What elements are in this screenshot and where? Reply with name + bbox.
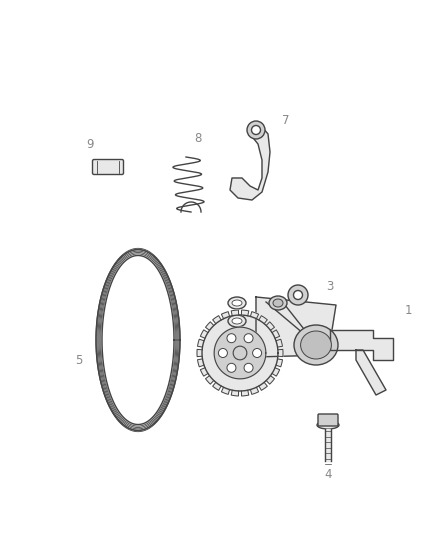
- Polygon shape: [231, 390, 239, 396]
- Circle shape: [247, 121, 265, 139]
- Circle shape: [293, 290, 303, 300]
- Text: 9: 9: [86, 139, 94, 151]
- Circle shape: [227, 364, 236, 373]
- Polygon shape: [200, 368, 208, 376]
- Polygon shape: [198, 359, 204, 367]
- Polygon shape: [356, 350, 386, 395]
- Text: 3: 3: [326, 280, 334, 294]
- Circle shape: [251, 125, 261, 134]
- Polygon shape: [200, 330, 208, 338]
- Ellipse shape: [300, 331, 332, 359]
- Polygon shape: [276, 359, 283, 367]
- Ellipse shape: [273, 299, 283, 307]
- Polygon shape: [202, 315, 278, 391]
- FancyBboxPatch shape: [92, 159, 124, 174]
- Polygon shape: [96, 249, 180, 431]
- Polygon shape: [256, 297, 336, 357]
- Text: 8: 8: [194, 133, 201, 146]
- Polygon shape: [102, 255, 174, 424]
- Text: 4: 4: [324, 469, 332, 481]
- Ellipse shape: [294, 325, 338, 365]
- Text: 7: 7: [282, 114, 290, 126]
- Polygon shape: [325, 429, 331, 461]
- Polygon shape: [222, 387, 230, 394]
- Circle shape: [244, 334, 253, 343]
- FancyBboxPatch shape: [318, 414, 338, 426]
- Polygon shape: [222, 312, 230, 319]
- Polygon shape: [330, 330, 393, 360]
- Polygon shape: [241, 390, 249, 396]
- Ellipse shape: [317, 421, 339, 429]
- Text: 1: 1: [404, 303, 412, 317]
- Polygon shape: [272, 330, 279, 338]
- Text: 6: 6: [261, 304, 269, 318]
- Polygon shape: [213, 316, 221, 324]
- Ellipse shape: [228, 297, 246, 309]
- Polygon shape: [231, 310, 239, 316]
- Circle shape: [219, 349, 227, 358]
- Polygon shape: [214, 327, 266, 379]
- Ellipse shape: [232, 300, 242, 306]
- Polygon shape: [251, 387, 258, 394]
- Ellipse shape: [228, 315, 246, 327]
- Polygon shape: [278, 349, 283, 357]
- Polygon shape: [259, 316, 267, 324]
- Polygon shape: [213, 382, 221, 390]
- Polygon shape: [205, 322, 214, 330]
- Circle shape: [227, 334, 236, 343]
- Polygon shape: [251, 312, 258, 319]
- Polygon shape: [276, 339, 283, 347]
- Polygon shape: [272, 368, 279, 376]
- Polygon shape: [198, 339, 204, 347]
- Polygon shape: [259, 382, 267, 390]
- Ellipse shape: [232, 318, 242, 324]
- Polygon shape: [241, 310, 249, 316]
- Polygon shape: [266, 376, 275, 384]
- Polygon shape: [266, 322, 275, 330]
- Ellipse shape: [269, 296, 287, 310]
- Circle shape: [233, 346, 247, 360]
- Polygon shape: [230, 122, 270, 200]
- Text: 5: 5: [75, 353, 83, 367]
- Circle shape: [244, 364, 253, 373]
- Circle shape: [253, 349, 261, 358]
- Polygon shape: [205, 376, 214, 384]
- Circle shape: [288, 285, 308, 305]
- Polygon shape: [197, 349, 202, 357]
